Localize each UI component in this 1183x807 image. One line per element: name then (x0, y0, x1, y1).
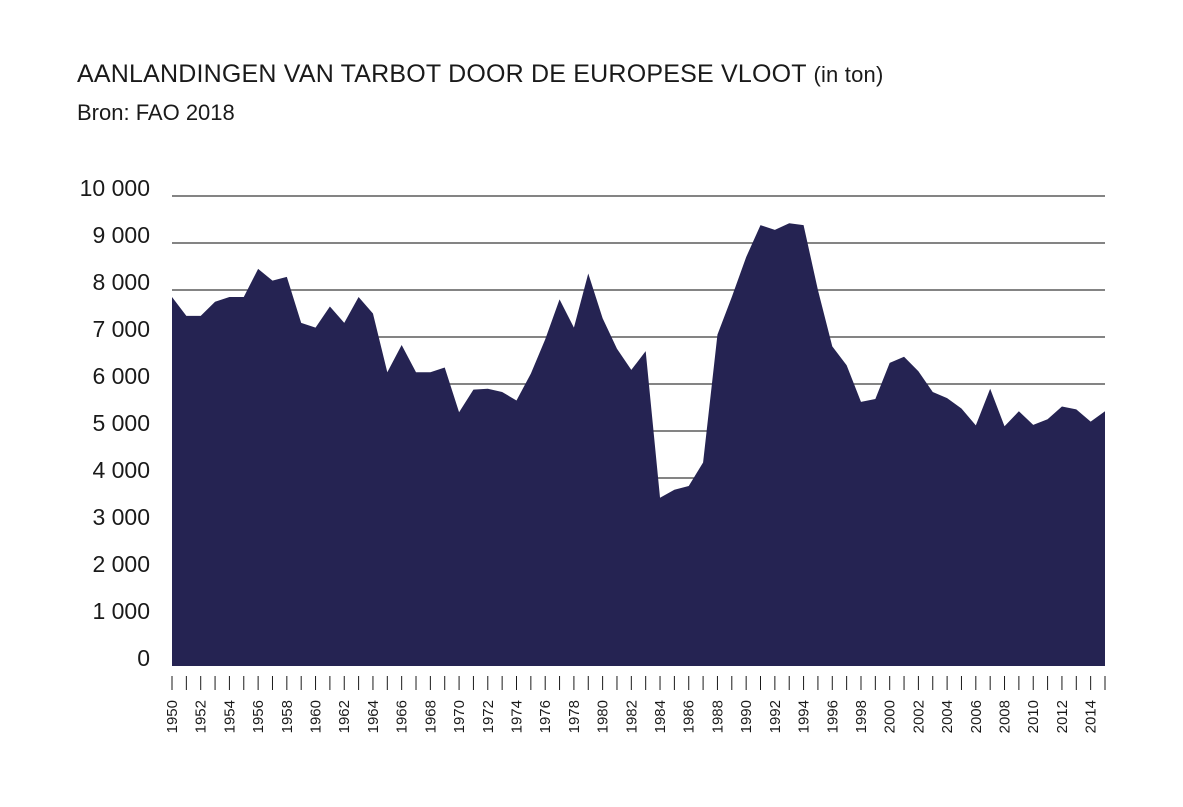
x-tick-label: 1950 (164, 700, 181, 733)
y-tick-label: 1 000 (92, 598, 150, 624)
area-fill (172, 223, 1105, 666)
x-tick-label: 1972 (480, 700, 497, 733)
x-tick-label: 1974 (508, 700, 525, 733)
x-tick-label: 2006 (968, 700, 985, 733)
x-tick-label: 2008 (997, 700, 1014, 733)
area-series (172, 223, 1105, 666)
x-tick-label: 1986 (681, 700, 698, 733)
y-tick-label: 5 000 (92, 410, 150, 436)
y-tick-label: 8 000 (92, 269, 150, 295)
x-tick-label: 2002 (910, 700, 927, 733)
chart-title-unit: (in ton) (813, 62, 884, 87)
x-tick-label: 1970 (451, 700, 468, 733)
x-tick-label: 1998 (853, 700, 870, 733)
x-tick-label: 1952 (193, 700, 210, 733)
y-tick-label: 4 000 (92, 457, 150, 483)
y-tick-label: 10 000 (80, 175, 150, 201)
x-tick-label: 1958 (279, 700, 296, 733)
chart-subtitle: Bron: FAO 2018 (77, 100, 235, 125)
chart-title-text: AANLANDINGEN VAN TARBOT DOOR DE EUROPESE… (77, 60, 807, 88)
x-tick-label: 1984 (652, 700, 669, 733)
x-tick-label: 1996 (824, 700, 841, 733)
x-tick-label: 1962 (336, 700, 353, 733)
x-axis: 1950 1952 1954 1956 1958 1960 1962 1964 1966 1968… (164, 676, 1106, 733)
x-tick-label: 2000 (882, 700, 899, 733)
x-tick-label: 2012 (1054, 700, 1071, 733)
y-tick-label: 0 (137, 645, 150, 671)
x-tick-label: 1976 (537, 700, 554, 733)
x-tick-label: 2010 (1025, 700, 1042, 733)
x-tick-label: 2004 (939, 700, 956, 733)
x-tick-label: 1988 (709, 700, 726, 733)
x-tick-label: 1980 (595, 700, 612, 733)
chart-title: AANLANDINGEN VAN TARBOT DOOR DE EUROPESE… (77, 60, 884, 89)
x-tick-label: 1968 (422, 700, 439, 733)
x-tick-label: 1978 (566, 700, 583, 733)
x-tick-label: 1960 (308, 700, 325, 733)
x-tick-label: 1954 (221, 700, 238, 733)
x-tick-label: 1956 (250, 700, 267, 733)
y-tick-label: 7 000 (92, 316, 150, 342)
x-tick-label: 1964 (365, 700, 382, 733)
y-tick-label: 3 000 (92, 504, 150, 530)
y-axis: 0 1 000 2 000 3 000 4 000 5 000 6 000 7 000 8 00… (80, 175, 150, 671)
x-tick-label: 1990 (738, 700, 755, 733)
y-tick-label: 9 000 (92, 222, 150, 248)
x-tick-label: 1992 (767, 700, 784, 733)
x-tick-label: 1982 (623, 700, 640, 733)
y-tick-label: 6 000 (92, 363, 150, 389)
x-tick-label: 1994 (796, 700, 813, 733)
y-tick-label: 2 000 (92, 551, 150, 577)
x-tick-label: 2014 (1083, 700, 1100, 733)
x-tick-label: 1966 (394, 700, 411, 733)
